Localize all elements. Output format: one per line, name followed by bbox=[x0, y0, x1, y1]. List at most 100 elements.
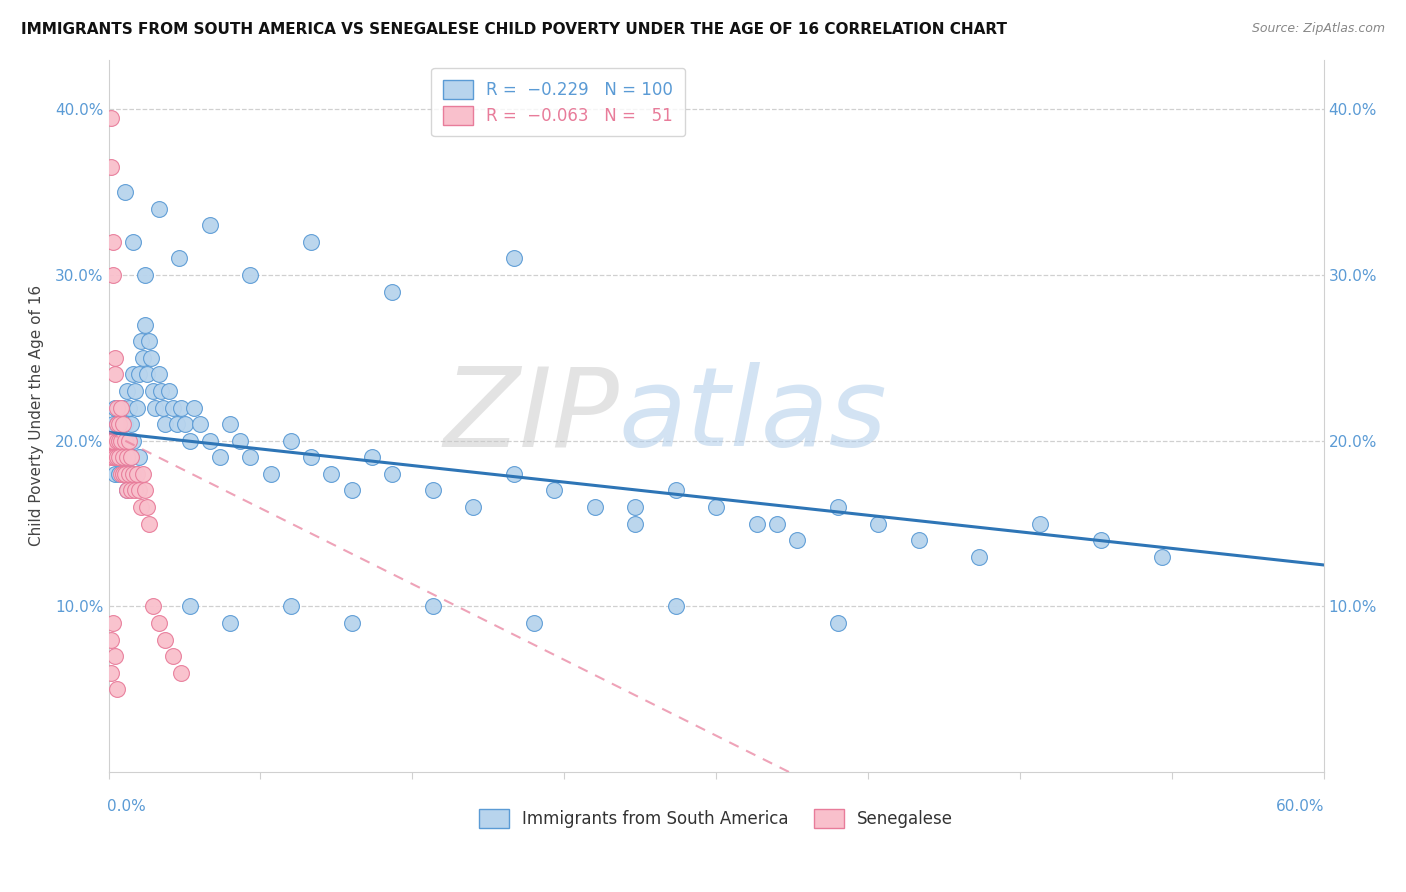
Point bbox=[340, 483, 363, 498]
Point bbox=[124, 384, 146, 398]
Point bbox=[115, 450, 138, 465]
Point bbox=[101, 450, 124, 465]
Text: IMMIGRANTS FROM SOUTH AMERICA VS SENEGALESE CHILD POVERTY UNDER THE AGE OF 16 CO: IMMIGRANTS FROM SOUTH AMERICA VS SENEGAL… bbox=[21, 22, 1007, 37]
Point bbox=[745, 516, 768, 531]
Point bbox=[198, 219, 221, 233]
Point bbox=[969, 549, 991, 564]
Point bbox=[114, 467, 136, 481]
Point bbox=[120, 417, 142, 431]
Point bbox=[523, 615, 546, 630]
Point bbox=[155, 417, 177, 431]
Point bbox=[299, 235, 322, 249]
Point bbox=[259, 467, 281, 481]
Point bbox=[100, 632, 122, 647]
Point bbox=[543, 483, 565, 498]
Point bbox=[120, 483, 142, 498]
Point bbox=[100, 111, 122, 125]
Point bbox=[101, 417, 124, 431]
Point bbox=[150, 384, 173, 398]
Point bbox=[704, 500, 727, 514]
Point bbox=[148, 368, 170, 382]
Point bbox=[461, 500, 484, 514]
Point bbox=[118, 467, 141, 481]
Point bbox=[111, 401, 134, 415]
Point bbox=[107, 434, 129, 448]
Point bbox=[219, 615, 242, 630]
Point bbox=[118, 467, 141, 481]
Point bbox=[110, 401, 132, 415]
Point bbox=[105, 450, 128, 465]
Point bbox=[115, 483, 138, 498]
Point bbox=[1150, 549, 1173, 564]
Point bbox=[155, 632, 177, 647]
Point bbox=[105, 401, 128, 415]
Point bbox=[907, 533, 929, 547]
Point bbox=[111, 450, 134, 465]
Point bbox=[107, 401, 129, 415]
Point bbox=[360, 450, 382, 465]
Point bbox=[100, 434, 122, 448]
Point bbox=[118, 401, 141, 415]
Point bbox=[179, 599, 201, 614]
Point bbox=[125, 401, 148, 415]
Point bbox=[124, 483, 146, 498]
Point bbox=[136, 500, 159, 514]
Point bbox=[111, 434, 134, 448]
Point bbox=[134, 318, 156, 332]
Point bbox=[827, 500, 849, 514]
Point bbox=[120, 450, 142, 465]
Point bbox=[381, 285, 404, 299]
Point bbox=[321, 467, 343, 481]
Point bbox=[111, 467, 134, 481]
Point bbox=[134, 268, 156, 282]
Point bbox=[120, 450, 142, 465]
Point bbox=[162, 401, 184, 415]
Point bbox=[114, 450, 136, 465]
Point bbox=[1090, 533, 1112, 547]
Point bbox=[143, 401, 166, 415]
Point bbox=[152, 401, 174, 415]
Point bbox=[100, 434, 122, 448]
Text: ZIP: ZIP bbox=[443, 362, 619, 469]
Point bbox=[104, 401, 127, 415]
Point bbox=[179, 434, 201, 448]
Point bbox=[422, 483, 444, 498]
Point bbox=[118, 434, 141, 448]
Point bbox=[111, 417, 134, 431]
Point bbox=[502, 252, 524, 266]
Point bbox=[101, 268, 124, 282]
Point bbox=[624, 516, 647, 531]
Point bbox=[121, 368, 143, 382]
Point bbox=[136, 368, 159, 382]
Text: atlas: atlas bbox=[619, 362, 887, 469]
Point bbox=[110, 417, 132, 431]
Point bbox=[121, 434, 143, 448]
Text: 0.0%: 0.0% bbox=[107, 799, 146, 814]
Point bbox=[381, 467, 404, 481]
Text: Source: ZipAtlas.com: Source: ZipAtlas.com bbox=[1251, 22, 1385, 36]
Point bbox=[101, 450, 124, 465]
Point bbox=[105, 434, 128, 448]
Point bbox=[105, 417, 128, 431]
Point bbox=[107, 434, 129, 448]
Point bbox=[100, 665, 122, 680]
Point bbox=[340, 615, 363, 630]
Point bbox=[100, 161, 122, 175]
Point bbox=[139, 351, 162, 365]
Point bbox=[138, 516, 160, 531]
Point bbox=[121, 467, 143, 481]
Point bbox=[142, 384, 165, 398]
Point bbox=[502, 467, 524, 481]
Point bbox=[198, 434, 221, 448]
Point bbox=[422, 599, 444, 614]
Point bbox=[664, 483, 686, 498]
Point bbox=[1029, 516, 1052, 531]
Point bbox=[162, 649, 184, 664]
Point bbox=[101, 434, 124, 448]
Point bbox=[105, 417, 128, 431]
Point bbox=[101, 615, 124, 630]
Point bbox=[114, 434, 136, 448]
Point bbox=[110, 434, 132, 448]
Point bbox=[107, 417, 129, 431]
Point bbox=[148, 615, 170, 630]
